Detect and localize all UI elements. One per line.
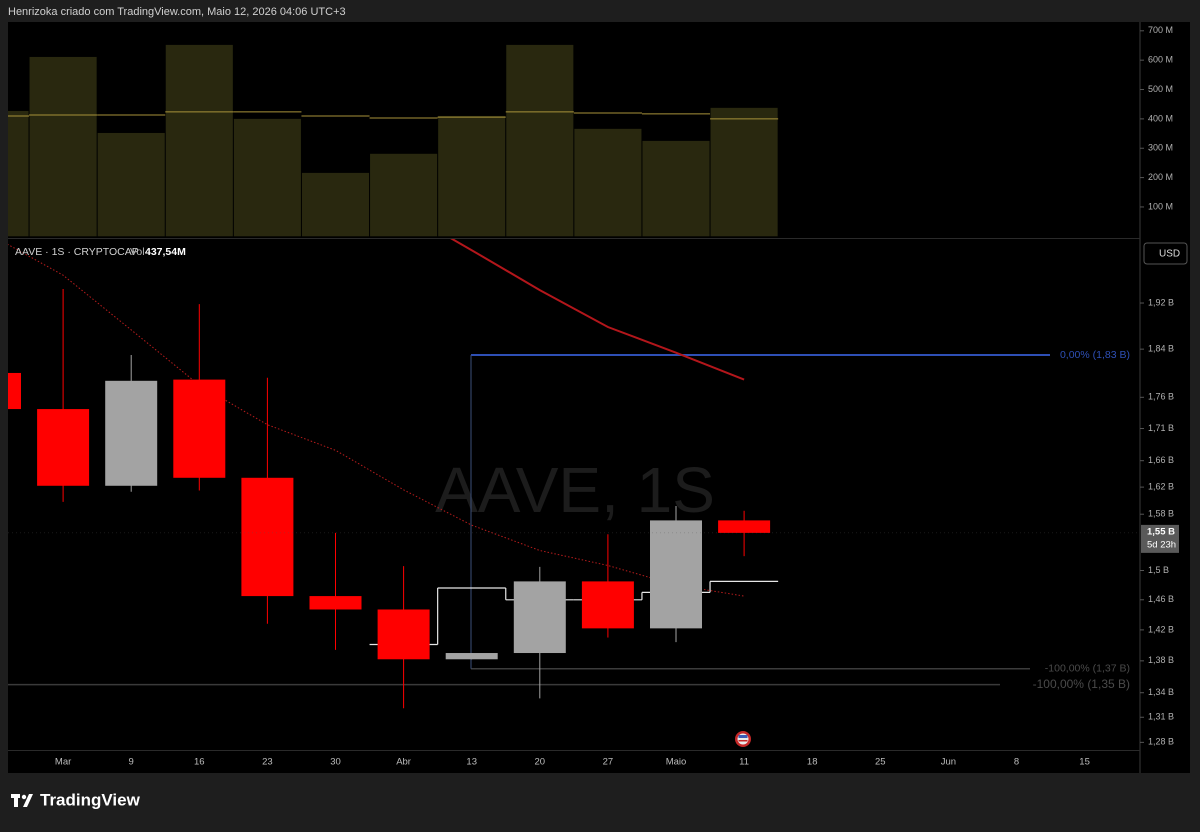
x-tick-label: 20 — [535, 757, 546, 768]
x-tick-label: Jun — [941, 757, 956, 768]
price-pane — [8, 239, 1050, 709]
volume-tick-label: 700 M — [1148, 25, 1173, 35]
event-flag — [735, 731, 751, 747]
volume-bar — [233, 118, 301, 237]
x-tick-label: 15 — [1079, 757, 1090, 768]
y-tick-label: 1,76 B — [1148, 392, 1174, 402]
moving-average — [450, 239, 745, 381]
price-badge — [1141, 524, 1179, 553]
x-tick-label: 27 — [603, 757, 614, 768]
fib-label: -100,00% (1,37 B) — [1045, 663, 1130, 675]
brand: TradingView — [40, 790, 141, 809]
volume-bar — [29, 56, 97, 237]
watermark: AAVE, 1S — [435, 454, 715, 526]
candle-body — [581, 581, 634, 629]
candle-body — [718, 520, 771, 533]
candle-body — [309, 596, 362, 610]
y-tick-label: 1,58 B — [1148, 509, 1174, 519]
volume-bar — [574, 128, 642, 237]
volume-legend-value: 437,54M — [145, 246, 186, 258]
y-tick-label: 1,34 B — [1148, 687, 1174, 697]
y-tick-label: 1,92 B — [1148, 297, 1174, 307]
symbol-legend: AAVE · 1S · CRYPTOCAP — [15, 246, 139, 258]
x-tick-label: Mar — [55, 757, 71, 768]
volume-tick-label: 600 M — [1148, 55, 1173, 65]
countdown: 5d 23h — [1147, 539, 1176, 550]
candle-body — [173, 379, 226, 478]
moving-average — [8, 243, 745, 597]
y-tick-label: 1,46 B — [1148, 594, 1174, 604]
y-tick-label: 1,38 B — [1148, 655, 1174, 665]
x-tick-label: 11 — [739, 757, 749, 768]
candle-body — [445, 653, 498, 660]
x-tick-label: 8 — [1014, 757, 1019, 768]
y-tick-label: 1,5 B — [1148, 565, 1169, 575]
candle-body — [650, 520, 702, 629]
candle-body — [513, 581, 566, 654]
x-tick-label: Abr — [396, 757, 411, 768]
volume-bar — [642, 140, 710, 237]
fib-label: -100,00% (1,35 B) — [1033, 677, 1130, 691]
volume-tick-label: 500 M — [1148, 84, 1173, 94]
volume-bar — [97, 132, 165, 237]
y-tick-label: 1,62 B — [1148, 481, 1174, 491]
volume-bar — [438, 115, 506, 237]
currency[interactable]: USD — [1159, 249, 1180, 260]
volume-bar — [710, 107, 778, 237]
volume-tick-label: 300 M — [1148, 143, 1173, 153]
volume-bar — [370, 153, 438, 237]
candle-body — [37, 409, 90, 486]
price-badge-label: 1,55 B — [1147, 526, 1175, 537]
y-tick-label: 1,84 B — [1148, 344, 1174, 354]
volume-bar — [165, 44, 233, 237]
volume-pane — [8, 44, 779, 237]
header: Henrizoka criado com TradingView.com, Ma… — [8, 6, 346, 18]
x-tick-label: 18 — [807, 757, 818, 768]
volume-tick-label: 200 M — [1148, 172, 1173, 182]
y-tick-label: 1,42 B — [1148, 624, 1174, 634]
x-tick-label: 25 — [875, 757, 886, 768]
currency-button[interactable] — [1143, 242, 1188, 265]
volume-legend: Vol — [130, 246, 145, 258]
volume-bar — [506, 44, 574, 237]
volume-tick-label: 100 M — [1148, 201, 1173, 211]
x-tick-label: Maio — [666, 757, 687, 768]
y-tick-label: 1,71 B — [1148, 423, 1174, 433]
x-tick-label: 23 — [262, 757, 273, 768]
fib-label: 0,00% (1,83 B) — [1060, 349, 1130, 361]
volume-bar — [8, 110, 29, 237]
volume-bar — [301, 172, 370, 237]
y-tick-label: 1,66 B — [1148, 455, 1174, 465]
x-tick-label: 30 — [330, 757, 341, 768]
x-tick-label: 13 — [466, 757, 477, 768]
candle-body — [377, 609, 430, 660]
x-tick-label: 16 — [194, 757, 205, 768]
y-tick-label: 1,31 B — [1148, 712, 1174, 722]
y-tick-label: 1,28 B — [1148, 737, 1174, 747]
x-tick-label: 9 — [129, 757, 134, 768]
volume-tick-label: 400 M — [1148, 113, 1173, 123]
candle-body — [241, 477, 294, 597]
candle-body — [8, 372, 21, 410]
overlay-layer: 1,28 B 1,31 B 1,34 B 1,38 B 1,42 B 1,46 B 1,5 … — [8, 25, 1179, 768]
candle-body — [105, 380, 158, 486]
brand-logo — [11, 794, 33, 807]
